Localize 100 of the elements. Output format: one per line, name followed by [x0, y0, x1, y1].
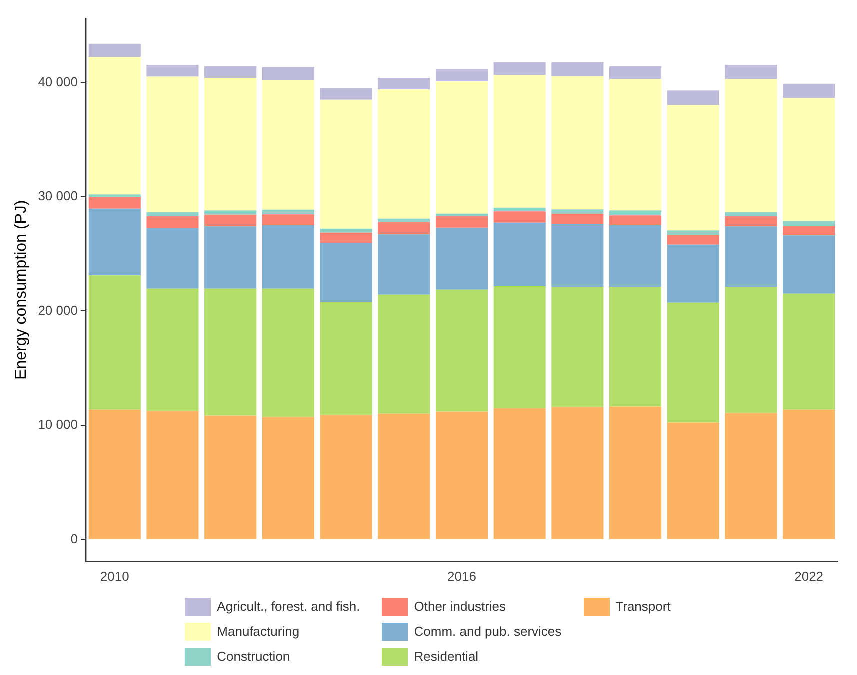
bar	[667, 105, 720, 231]
bar	[609, 287, 662, 407]
bar	[494, 408, 546, 540]
bar	[378, 90, 430, 219]
bar	[552, 210, 604, 214]
bar	[552, 76, 604, 210]
y-tick-label: 40 000	[38, 74, 78, 90]
bar	[783, 221, 836, 226]
bar	[204, 416, 257, 540]
bar	[783, 410, 836, 540]
bar	[146, 228, 199, 289]
bar	[725, 413, 778, 540]
legend-label: Residential	[414, 649, 479, 664]
bar	[378, 294, 430, 414]
bar	[378, 78, 430, 90]
bar	[320, 232, 372, 244]
legend-label: Transport	[616, 599, 671, 614]
bar	[667, 230, 720, 236]
bar	[725, 64, 778, 80]
bar	[552, 214, 604, 225]
y-tick-label: 20 000	[38, 302, 78, 318]
bar	[436, 82, 488, 214]
bar	[436, 412, 488, 540]
bar	[262, 288, 314, 418]
bar	[146, 76, 199, 212]
bar	[262, 210, 314, 215]
bar	[88, 194, 141, 198]
bar	[88, 197, 141, 209]
bar	[609, 79, 662, 211]
bar	[378, 414, 430, 540]
bar	[725, 226, 778, 288]
bar	[725, 287, 778, 414]
bar	[436, 228, 488, 290]
bar	[320, 88, 372, 100]
y-tick-label: 10 000	[38, 417, 78, 432]
bar	[320, 415, 372, 540]
bar	[494, 212, 546, 223]
bar	[436, 68, 488, 82]
legend-label: Construction	[217, 649, 290, 664]
bar	[494, 208, 546, 212]
bar	[88, 208, 141, 276]
bar	[320, 100, 372, 229]
bar	[146, 288, 199, 412]
x-tick-label: 2022	[794, 568, 824, 584]
bar	[552, 407, 604, 540]
bar	[204, 78, 257, 211]
bar	[204, 226, 257, 289]
bar	[725, 79, 778, 212]
bar	[436, 216, 488, 228]
bar	[146, 212, 199, 217]
y-tick-label: 0	[70, 531, 78, 546]
bar	[88, 276, 141, 410]
bar	[552, 287, 604, 408]
bar	[378, 222, 430, 235]
x-tick-label: 2016	[448, 568, 476, 584]
bar	[262, 214, 314, 226]
bar	[204, 288, 257, 416]
bar	[609, 210, 662, 216]
bar	[262, 417, 314, 540]
bar	[378, 234, 430, 295]
bar	[436, 290, 488, 412]
y-axis-title: Energy consumption (PJ)	[13, 200, 30, 380]
bar	[262, 80, 314, 210]
bar	[725, 212, 778, 217]
bar	[609, 66, 662, 80]
bar	[320, 228, 372, 233]
y-tick-label: 30 000	[38, 188, 78, 204]
bar	[320, 243, 372, 302]
bar	[609, 216, 662, 226]
bar	[609, 226, 662, 288]
bar	[667, 302, 720, 423]
bar	[146, 411, 199, 540]
bar	[262, 226, 314, 289]
legend-label: Comm. and pub. services	[414, 624, 562, 639]
bar	[552, 224, 604, 288]
legend-label: Agricult., forest. and fish.	[217, 599, 360, 614]
bar	[783, 84, 836, 98]
bar	[146, 216, 199, 228]
legend-label: Manufacturing	[217, 624, 300, 639]
bar	[378, 218, 430, 222]
bar	[552, 62, 604, 76]
bar	[146, 64, 199, 77]
bar	[667, 422, 720, 540]
bar	[88, 44, 141, 58]
bar	[436, 214, 488, 217]
bar	[320, 302, 372, 416]
bar	[262, 67, 314, 80]
bar	[204, 214, 257, 227]
bar	[88, 57, 141, 195]
bar	[204, 66, 257, 78]
bar	[783, 294, 836, 410]
bar	[667, 235, 720, 245]
bar	[494, 62, 546, 76]
bar	[88, 410, 141, 540]
bar	[494, 75, 546, 208]
bar	[494, 222, 546, 287]
bar	[609, 406, 662, 540]
bar	[667, 90, 720, 106]
bar	[783, 236, 836, 294]
x-tick-label: 2010	[100, 568, 130, 584]
